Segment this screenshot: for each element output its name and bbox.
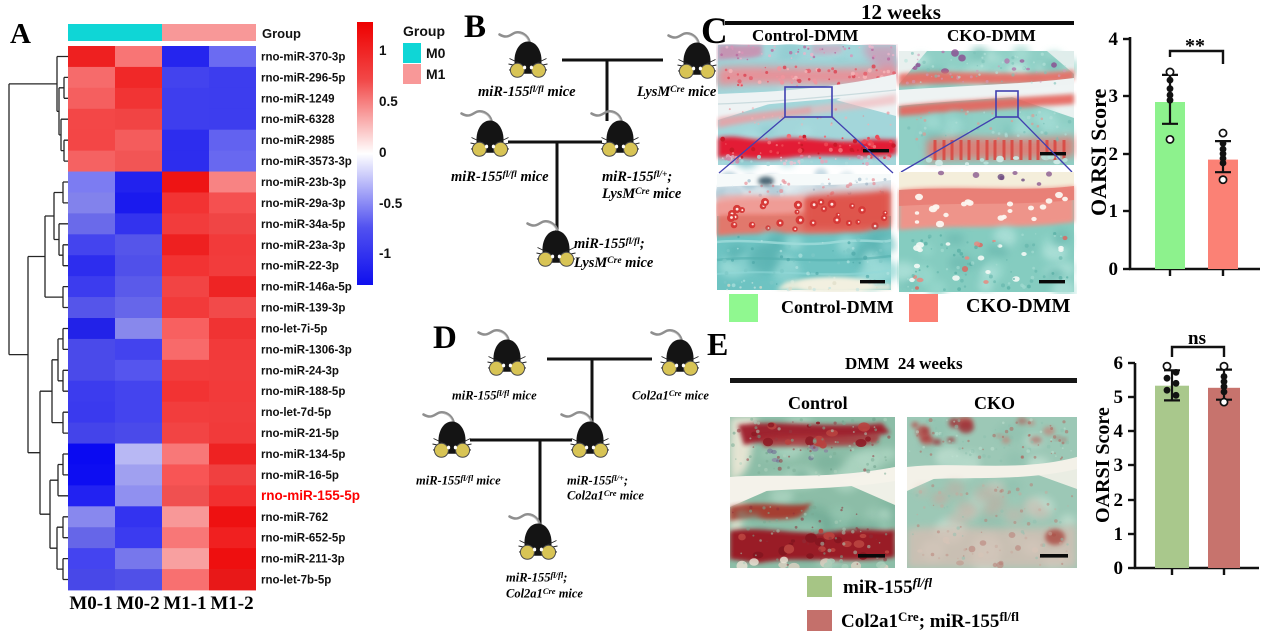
svg-text:rno-let-7b-5p: rno-let-7b-5p bbox=[261, 575, 331, 587]
svg-text:5: 5 bbox=[1114, 387, 1124, 408]
svg-text:rno-miR-762: rno-miR-762 bbox=[261, 512, 328, 524]
svg-text:rno-let-7i-5p: rno-let-7i-5p bbox=[261, 324, 327, 336]
svg-text:0.5: 0.5 bbox=[379, 94, 398, 109]
svg-text:rno-miR-146a-5p: rno-miR-146a-5p bbox=[261, 282, 352, 294]
svg-text:M0: M0 bbox=[426, 45, 446, 61]
svg-text:rno-miR-3573-3p: rno-miR-3573-3p bbox=[261, 156, 352, 168]
svg-text:rno-miR-23a-3p: rno-miR-23a-3p bbox=[261, 240, 345, 252]
svg-text:rno-miR-16-5p: rno-miR-16-5p bbox=[261, 470, 339, 482]
svg-text:1: 1 bbox=[379, 43, 387, 58]
svg-text:rno-miR-34a-5p: rno-miR-34a-5p bbox=[261, 219, 345, 231]
svg-text:Group: Group bbox=[262, 26, 301, 41]
svg-text:rno-let-7d-5p: rno-let-7d-5p bbox=[261, 407, 331, 419]
svg-text:0: 0 bbox=[1114, 558, 1124, 579]
svg-text:rno-miR-370-3p: rno-miR-370-3p bbox=[261, 52, 345, 64]
svg-text:-0.5: -0.5 bbox=[379, 196, 403, 211]
svg-text:1: 1 bbox=[1109, 201, 1119, 222]
svg-text:rno-miR-139-3p: rno-miR-139-3p bbox=[261, 303, 345, 315]
svg-text:rno-miR-23b-3p: rno-miR-23b-3p bbox=[261, 177, 346, 189]
svg-text:2: 2 bbox=[1109, 144, 1119, 165]
svg-text:0: 0 bbox=[379, 145, 387, 160]
svg-text:rno-miR-155-5p: rno-miR-155-5p bbox=[261, 488, 360, 503]
svg-text:rno-miR-188-5p: rno-miR-188-5p bbox=[261, 386, 345, 398]
svg-text:rno-miR-1306-3p: rno-miR-1306-3p bbox=[261, 344, 352, 356]
svg-text:rno-miR-652-5p: rno-miR-652-5p bbox=[261, 533, 345, 545]
svg-text:rno-miR-24-3p: rno-miR-24-3p bbox=[261, 365, 339, 377]
svg-text:3: 3 bbox=[1114, 455, 1124, 476]
svg-text:4: 4 bbox=[1114, 421, 1124, 442]
svg-text:**: ** bbox=[1185, 35, 1205, 57]
svg-text:6: 6 bbox=[1114, 353, 1124, 374]
svg-text:rno-miR-2985: rno-miR-2985 bbox=[261, 135, 335, 147]
svg-text:4: 4 bbox=[1109, 29, 1119, 50]
svg-text:rno-miR-1249: rno-miR-1249 bbox=[261, 93, 335, 105]
svg-text:2: 2 bbox=[1114, 490, 1124, 511]
svg-text:rno-miR-211-3p: rno-miR-211-3p bbox=[261, 554, 345, 566]
svg-text:-1: -1 bbox=[379, 246, 391, 261]
svg-text:ns: ns bbox=[1188, 328, 1206, 349]
svg-text:rno-miR-296-5p: rno-miR-296-5p bbox=[261, 72, 345, 84]
svg-text:0: 0 bbox=[1109, 259, 1119, 280]
svg-text:1: 1 bbox=[1114, 524, 1124, 545]
svg-text:rno-miR-6328: rno-miR-6328 bbox=[261, 114, 335, 126]
svg-text:3: 3 bbox=[1109, 86, 1119, 107]
svg-text:rno-miR-134-5p: rno-miR-134-5p bbox=[261, 449, 345, 461]
svg-text:rno-miR-21-5p: rno-miR-21-5p bbox=[261, 428, 339, 440]
svg-text:rno-miR-22-3p: rno-miR-22-3p bbox=[261, 261, 339, 273]
svg-text:Group: Group bbox=[403, 23, 445, 39]
svg-text:M1: M1 bbox=[426, 66, 446, 82]
svg-text:rno-miR-29a-3p: rno-miR-29a-3p bbox=[261, 198, 345, 210]
